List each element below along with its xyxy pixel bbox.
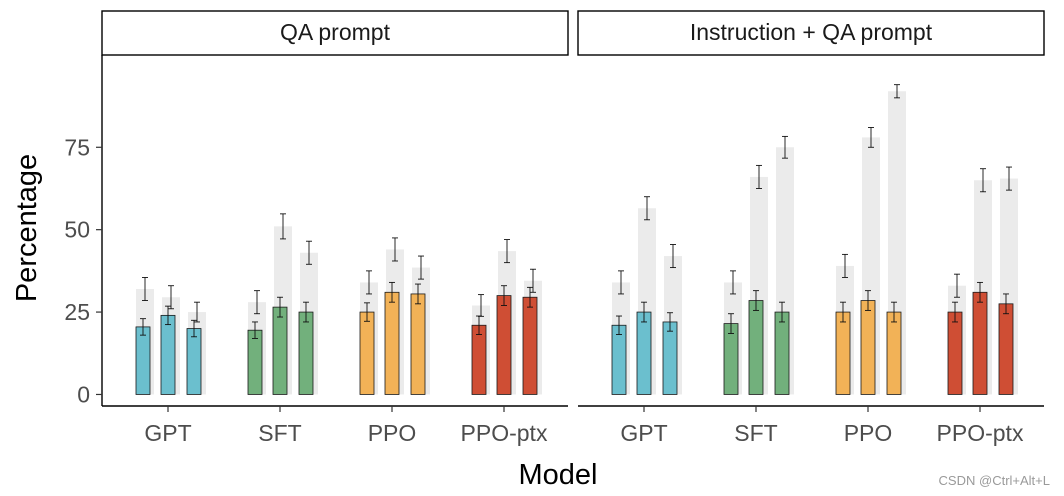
bar-ppo-ptx <box>998 303 1014 395</box>
x-tick-label: PPO <box>368 420 417 446</box>
bar-ppo <box>384 291 400 395</box>
error-bar <box>667 312 673 332</box>
error-bar <box>952 301 958 323</box>
background-error-bar <box>644 196 650 221</box>
background-error-bar <box>530 268 536 293</box>
error-bar <box>779 301 785 323</box>
background-error-bar <box>418 255 424 280</box>
bar-gpt <box>611 324 627 395</box>
bar-ppo <box>359 311 375 395</box>
facet-title: Instruction + QA prompt <box>690 19 933 45</box>
error-bar <box>191 319 197 338</box>
background-error-bar <box>392 237 398 262</box>
background-error-bar <box>254 290 260 315</box>
bar-sft <box>774 311 790 395</box>
y-tick-label: 0 <box>77 381 90 407</box>
bar-sft <box>247 329 263 395</box>
y-tick-label: 50 <box>64 217 90 243</box>
y-tick-label: 25 <box>64 299 90 325</box>
bar-ppo <box>886 311 902 395</box>
error-bar <box>277 296 283 318</box>
x-tick-label: GPT <box>620 420 667 446</box>
y-tick-label: 75 <box>64 134 90 160</box>
error-bar <box>616 315 622 335</box>
background-error-bar <box>756 164 762 189</box>
background-error-bar <box>168 285 174 310</box>
background-error-bar <box>194 301 200 323</box>
error-bar <box>891 301 897 323</box>
bar-sft <box>723 323 739 395</box>
error-bar <box>728 313 734 334</box>
background-error-bar <box>1006 166 1012 191</box>
background-error-bar <box>730 270 736 295</box>
x-tick-label: PPO-ptx <box>461 420 548 446</box>
facet-title: QA prompt <box>280 19 391 45</box>
bar-gpt <box>135 326 151 395</box>
x-tick-label: SFT <box>258 420 301 446</box>
background-error-bar <box>280 213 286 240</box>
error-bar <box>415 283 421 305</box>
background-error-bar <box>618 270 624 295</box>
bar-gpt <box>160 314 176 395</box>
bar-ppo-ptx <box>496 295 512 395</box>
x-tick-label: PPO-ptx <box>937 420 1024 446</box>
error-bar <box>840 301 846 323</box>
error-bar <box>865 290 871 311</box>
x-tick-label: SFT <box>734 420 777 446</box>
bar-gpt <box>186 328 202 395</box>
bar-ppo <box>410 293 426 395</box>
x-tick-label: PPO <box>844 420 893 446</box>
bar-ppo-ptx <box>972 291 988 395</box>
background-error-bar <box>366 270 372 295</box>
bar-ppo-ptx <box>471 324 487 395</box>
watermark-text: CSDN @Ctrl+Alt+L <box>938 473 1050 488</box>
facet-strip <box>101 10 569 56</box>
background-error-bar <box>842 253 848 278</box>
error-bar <box>364 302 370 322</box>
error-bar <box>140 318 146 336</box>
bar-sft <box>272 306 288 395</box>
error-bar <box>303 301 309 323</box>
error-bar <box>527 286 533 308</box>
y-axis-title: Percentage <box>11 154 43 302</box>
bar-ppo <box>860 300 876 395</box>
error-bar <box>753 290 759 311</box>
error-bar <box>977 281 983 303</box>
background-error-bar <box>980 168 986 193</box>
background-error-bar <box>782 135 788 159</box>
background-error-bar <box>306 240 312 265</box>
error-bar <box>501 285 507 306</box>
bar-sft <box>298 311 314 395</box>
facet-strip <box>577 10 1045 56</box>
bar-ppo-ptx <box>522 296 538 395</box>
error-bar <box>476 315 482 335</box>
error-bar <box>165 305 171 326</box>
x-tick-label: GPT <box>144 420 191 446</box>
x-axis-title: Model <box>519 459 598 491</box>
background-error-bar <box>894 84 900 99</box>
error-bar <box>1003 293 1009 315</box>
bar-gpt <box>636 311 652 395</box>
background-error-bar <box>868 127 874 148</box>
bar-sft <box>748 300 764 395</box>
background-error-bar <box>670 244 676 269</box>
background-error-bar <box>954 273 960 298</box>
background-error-bar <box>142 277 148 301</box>
error-bar <box>641 301 647 323</box>
bar-ppo-ptx <box>947 311 963 395</box>
bar-gpt <box>662 321 678 395</box>
bar-ppo <box>835 311 851 395</box>
error-bar <box>252 321 258 339</box>
background-error-bar <box>504 239 510 264</box>
error-bar <box>389 281 395 303</box>
